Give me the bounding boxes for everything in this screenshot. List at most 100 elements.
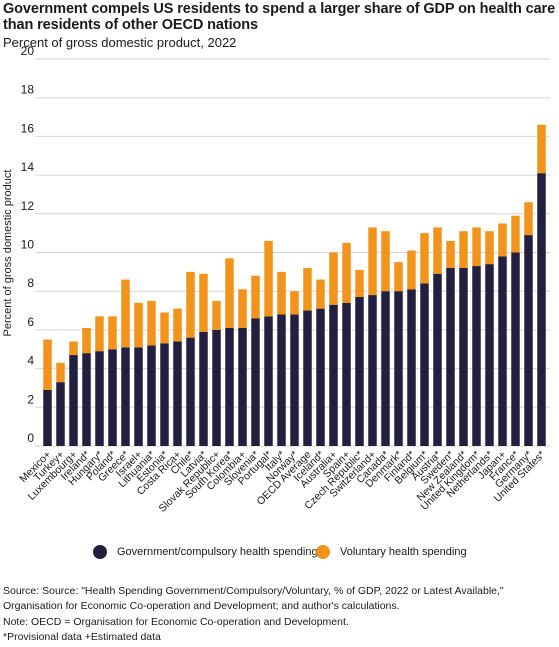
bar-government [160, 343, 169, 446]
bar-voluntary [381, 231, 390, 292]
source-line-3: Note: OECD = Organisation for Economic C… [3, 615, 349, 628]
bar-government [212, 329, 221, 446]
y-tick-label: 10 [21, 238, 35, 252]
bar-government [537, 173, 546, 447]
source-line-1: Source: Source: "Health Spending Governm… [3, 585, 504, 597]
y-tick-label: 12 [21, 199, 35, 213]
bar-voluntary [446, 240, 455, 268]
bar-government [355, 297, 364, 446]
legend-label-voluntary: Voluntary health spending [340, 546, 467, 558]
bar-voluntary [485, 231, 494, 265]
source-line-2: Organisation for Economic Co-operation a… [3, 600, 400, 613]
y-tick-labels: 0 2 4 6 8 10 12 14 16 18 20 [21, 44, 35, 445]
bar-voluntary [368, 227, 377, 296]
bar-government [225, 327, 234, 446]
bar-government [199, 331, 208, 446]
bar-voluntary [69, 341, 78, 356]
legend-swatch-government [93, 545, 107, 559]
bar-voluntary [134, 302, 143, 348]
bar-government [147, 345, 156, 446]
y-tick-label: 20 [21, 44, 35, 58]
bar-government [173, 341, 182, 446]
legend-item-government: Government/compulsory health spending [93, 545, 318, 559]
bar-government [277, 314, 286, 446]
bar-government [303, 310, 312, 446]
bar-government [316, 308, 325, 446]
bar-voluntary [472, 227, 481, 267]
bar-government [433, 273, 442, 446]
bar-voluntary [199, 273, 208, 332]
chart-area: 0 2 4 6 8 10 12 14 16 18 20 Mexico+Turkey+Luxembou… [2, 44, 550, 515]
bar-voluntary [56, 362, 65, 383]
bar-government [186, 337, 195, 446]
bar-voluntary [121, 279, 130, 348]
bar-government [108, 349, 117, 446]
bar-voluntary [290, 291, 299, 315]
legend-swatch-voluntary [316, 545, 330, 559]
bar-government [446, 267, 455, 446]
y-tick-label: 6 [27, 315, 34, 329]
chart-subtitle: Percent of gross domestic product, 2022 [3, 35, 237, 50]
bar-government [498, 256, 507, 446]
bar-voluntary [43, 339, 52, 390]
source-line-4: *Provisional data +Estimated data [3, 630, 161, 643]
bar-government [251, 318, 260, 446]
chart-title: Government compels US residents to spend… [3, 1, 556, 33]
y-tick-label: 0 [27, 431, 34, 445]
bar-voluntary [147, 300, 156, 346]
y-tick-label: 18 [21, 83, 35, 97]
bar-government [420, 283, 429, 446]
bar-voluntary [277, 271, 286, 315]
bar-voluntary [225, 258, 234, 328]
bar-government [134, 347, 143, 446]
bar-voluntary [303, 267, 312, 311]
bar-government [69, 355, 78, 446]
bar-government [394, 291, 403, 446]
bar-voluntary [355, 269, 364, 298]
bar-voluntary [251, 275, 260, 319]
y-tick-label: 8 [27, 276, 34, 290]
bar-voluntary [82, 327, 91, 354]
y-tick-label: 2 [27, 392, 34, 406]
bar-government [43, 389, 52, 446]
bar-voluntary [459, 231, 468, 268]
bar-voluntary [329, 252, 338, 305]
bar-voluntary [342, 242, 351, 303]
y-tick-label: 14 [21, 160, 35, 174]
bar-government [95, 351, 104, 446]
y-tick-label: 4 [27, 354, 34, 368]
y-axis-label: Percent of gross domestic product [2, 170, 14, 337]
bars [43, 124, 546, 447]
bar-voluntary [524, 202, 533, 236]
bar-voluntary [420, 233, 429, 284]
bar-government [121, 347, 130, 446]
bar-government [511, 252, 520, 446]
bar-voluntary [212, 300, 221, 330]
bar-voluntary [186, 271, 195, 338]
bar-government [368, 295, 377, 446]
bar-government [485, 264, 494, 446]
bar-government [329, 304, 338, 446]
bar-government [342, 302, 351, 446]
bar-government [238, 327, 247, 446]
bar-voluntary [394, 262, 403, 292]
bar-government [82, 353, 91, 446]
bar-government [264, 316, 273, 446]
bar-voluntary [433, 227, 442, 274]
legend-item-voluntary: Voluntary health spending [316, 545, 467, 559]
bar-voluntary [511, 215, 520, 253]
bar-government [290, 314, 299, 446]
bar-voluntary [160, 312, 169, 344]
bar-government [524, 235, 533, 446]
bar-voluntary [407, 250, 416, 290]
y-tick-label: 16 [21, 121, 35, 135]
bar-government [407, 289, 416, 446]
bar-voluntary [108, 316, 117, 350]
bar-government [472, 266, 481, 446]
bar-government [381, 291, 390, 446]
x-tick-labels: Mexico+Turkey+Luxembourg+Ireland*Hungary… [17, 449, 547, 515]
bar-voluntary [95, 316, 104, 352]
legend-label-government: Government/compulsory health spending [117, 546, 318, 558]
bar-government [56, 382, 65, 446]
bar-voluntary [537, 124, 546, 174]
